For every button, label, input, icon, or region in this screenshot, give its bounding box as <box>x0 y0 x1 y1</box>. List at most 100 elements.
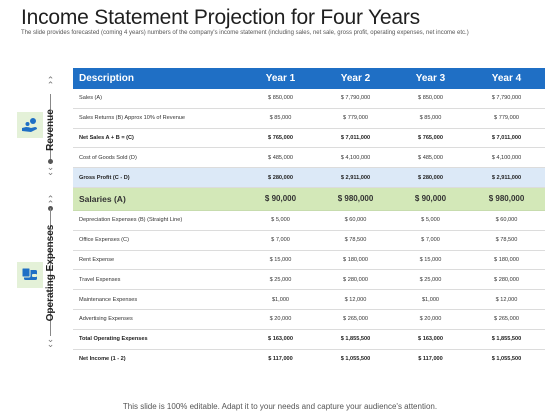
cell-year-2: $ 1,055,500 <box>340 355 371 362</box>
table-row: Maintenance Expenses $1,000 $ 12,000 $1,… <box>73 289 545 310</box>
cell-year-3: $ 90,000 <box>393 187 468 211</box>
cell-year-1: $ 850,000 <box>243 89 318 109</box>
cell-year-4: $ 1,855,500 <box>468 329 545 350</box>
chevron-up-icon: ⌃ ⌃ <box>46 76 55 91</box>
cell-year-3: $ 765,000 <box>393 128 468 149</box>
cell-year-1: $ 765,000 <box>243 128 318 149</box>
cell-year-4: $ 60,000 <box>468 210 545 231</box>
row-description: Net Sales A + B = (C) <box>73 128 243 149</box>
table-row: Cost of Goods Sold (D) $ 485,000 $ 4,100… <box>73 147 545 169</box>
cell-year-4: $ 180,000 <box>468 250 545 271</box>
cell-year-1: $ 485,000 <box>243 147 318 169</box>
cell-year-4: $ 2,911,000 <box>468 167 545 188</box>
cell-year-3: $1,000 <box>393 289 468 310</box>
cell-year-1: $ 280,000 <box>243 167 318 188</box>
cell-year-4: $ 4,100,000 <box>468 147 545 169</box>
table-row: Depreciation Expenses (B) (Straight Line… <box>73 210 545 231</box>
cell-year-3: $ 85,000 <box>393 108 468 129</box>
row-description: Net Income (1 - 2) <box>79 355 126 362</box>
row-description: Gross Profit (C - D) <box>73 167 243 188</box>
cell-year-4: $ 280,000 <box>468 269 545 291</box>
cell-year-2: $ 12,000 <box>318 289 393 310</box>
table-row-total-operating-expenses: Total Operating Expenses $ 163,000 $ 1,8… <box>73 329 545 350</box>
chevron-up-icon: ⌃ ⌃ <box>46 195 55 210</box>
cell-year-1: $ 25,000 <box>243 269 318 291</box>
page-title: Income Statement Projection for Four Yea… <box>21 6 420 29</box>
cell-year-3: $ 117,000 <box>418 355 443 362</box>
table-row-salaries: Salaries (A) $ 90,000 $ 980,000 $ 90,000… <box>73 187 545 211</box>
column-header-year-2: Year 2 <box>318 68 393 89</box>
revenue-rail-line <box>50 94 51 164</box>
cell-year-1: $ 20,000 <box>243 309 318 330</box>
opex-section-label: Operating Expenses <box>45 224 56 322</box>
revenue-section-label: Revenue <box>45 109 56 151</box>
row-description: Sales (A) <box>73 89 243 109</box>
cell-year-4: $ 7,011,000 <box>468 128 545 149</box>
cell-year-2: $ 7,011,000 <box>318 128 393 149</box>
chevron-down-icon: ⌄ ⌄ <box>46 163 55 178</box>
income-statement-table: Description Year 1 Year 2 Year 3 Year 4 … <box>73 68 545 368</box>
table-row-gross-profit: Gross Profit (C - D) $ 280,000 $ 2,911,0… <box>73 167 545 188</box>
footer-note: This slide is 100% editable. Adapt it to… <box>122 402 438 411</box>
cell-year-3: $ 485,000 <box>393 147 468 169</box>
row-description: Office Expenses (C) <box>73 230 243 251</box>
cell-year-2: $ 180,000 <box>318 250 393 271</box>
table-row: Travel Expenses $ 25,000 $ 280,000 $ 25,… <box>73 269 545 291</box>
chevron-down-icon: ⌄ ⌄ <box>46 335 55 350</box>
table-header-row: Description Year 1 Year 2 Year 3 Year 4 <box>73 68 545 89</box>
cell-year-2: $ 4,100,000 <box>318 147 393 169</box>
cell-year-1: $ 117,000 <box>268 355 293 362</box>
cell-year-4: $ 7,790,000 <box>468 89 545 109</box>
table-row: Rent Expense $ 15,000 $ 180,000 $ 15,000… <box>73 250 545 271</box>
cell-year-3: $ 163,000 <box>393 329 468 350</box>
row-description: Total Operating Expenses <box>73 329 243 350</box>
row-description: Travel Expenses <box>73 269 243 291</box>
cell-year-1: $ 85,000 <box>243 108 318 129</box>
cell-year-3: $ 25,000 <box>393 269 468 291</box>
table-row-net-income: Net Income (1 - 2) $ 117,000 $ 1,055,500… <box>73 349 545 368</box>
cell-year-2: $ 980,000 <box>318 187 393 211</box>
column-header-year-3: Year 3 <box>393 68 468 89</box>
cell-year-1: $ 90,000 <box>243 187 318 211</box>
column-header-year-4: Year 4 <box>468 68 545 89</box>
cell-year-1: $ 163,000 <box>243 329 318 350</box>
cell-year-2: $ 2,911,000 <box>318 167 393 188</box>
page-subtitle: The slide provides forecasted (coming 4 … <box>21 30 469 36</box>
cell-year-3: $ 280,000 <box>393 167 468 188</box>
cell-year-1: $ 15,000 <box>243 250 318 271</box>
column-header-year-1: Year 1 <box>243 68 318 89</box>
cell-year-4: $ 265,000 <box>468 309 545 330</box>
table-row: Office Expenses (C) $ 7,000 $ 78,500 $ 7… <box>73 230 545 251</box>
cell-year-2: $ 1,855,500 <box>318 329 393 350</box>
row-description: Sales Returns (B) Approx 10% of Revenue <box>73 108 243 129</box>
column-header-description: Description <box>73 68 243 89</box>
cell-year-4: $ 12,000 <box>468 289 545 310</box>
table-row: Sales Returns (B) Approx 10% of Revenue … <box>73 108 545 129</box>
opex-rail-line <box>50 208 51 336</box>
cell-year-1: $1,000 <box>243 289 318 310</box>
cell-year-3: $ 7,000 <box>393 230 468 251</box>
cell-year-4: $ 779,000 <box>468 108 545 129</box>
cell-year-1: $ 7,000 <box>243 230 318 251</box>
cell-year-3: $ 5,000 <box>393 210 468 231</box>
table-row: Sales (A) $ 850,000 $ 7,790,000 $ 850,00… <box>73 89 545 109</box>
cell-year-4: $ 1,055,500 <box>491 355 522 362</box>
cell-year-4: $ 980,000 <box>468 187 545 211</box>
cell-year-2: $ 280,000 <box>318 269 393 291</box>
row-description: Maintenance Expenses <box>73 289 243 310</box>
table-row-net-sales: Net Sales A + B = (C) $ 765,000 $ 7,011,… <box>73 128 545 149</box>
cell-year-2: $ 60,000 <box>318 210 393 231</box>
row-description: Salaries (A) <box>73 187 243 211</box>
cell-year-2: $ 7,790,000 <box>318 89 393 109</box>
cell-year-3: $ 850,000 <box>393 89 468 109</box>
row-description: Depreciation Expenses (B) (Straight Line… <box>73 210 243 231</box>
table-row: Advertising Expenses $ 20,000 $ 265,000 … <box>73 309 545 330</box>
cell-year-3: $ 15,000 <box>393 250 468 271</box>
cell-year-2: $ 779,000 <box>318 108 393 129</box>
cell-year-4: $ 78,500 <box>468 230 545 251</box>
cell-year-2: $ 78,500 <box>318 230 393 251</box>
rail-dot <box>48 159 53 164</box>
cell-year-3: $ 20,000 <box>393 309 468 330</box>
cell-year-1: $ 5,000 <box>243 210 318 231</box>
row-description: Advertising Expenses <box>73 309 243 330</box>
